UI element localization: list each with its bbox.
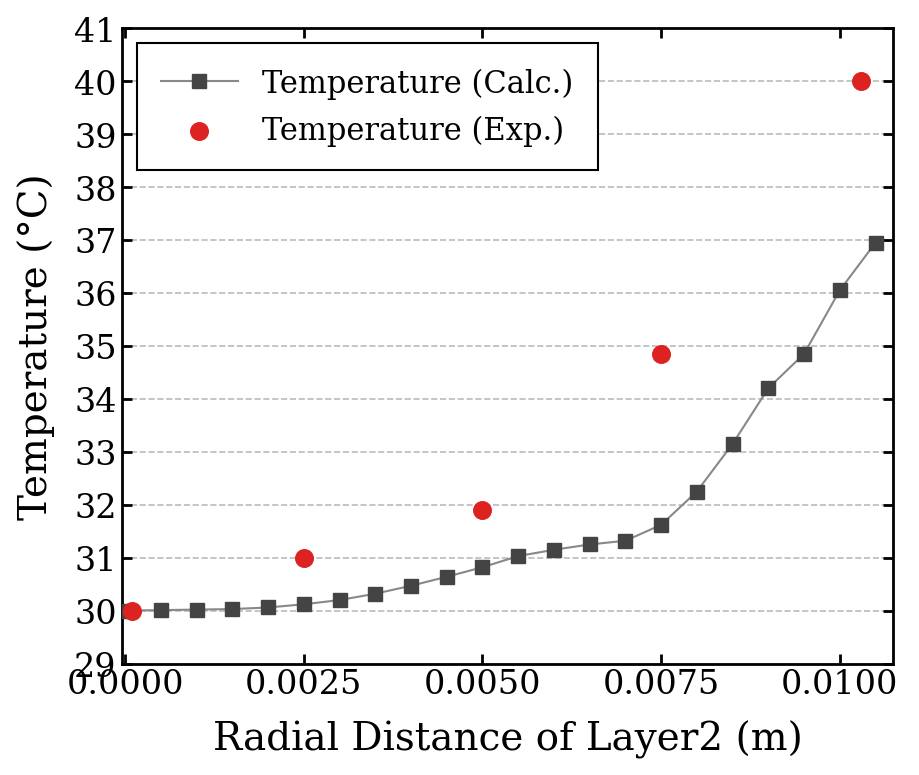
Temperature (Calc.): [834, 286, 845, 295]
Temperature (Calc.): [405, 581, 416, 591]
Temperature (Calc.): [227, 604, 238, 614]
Temperature (Calc.): [477, 563, 488, 572]
Temperature (Calc.): [727, 439, 738, 449]
Temperature (Calc.): [799, 350, 810, 359]
Temperature (Calc.): [155, 606, 166, 615]
Temperature (Calc.): [619, 536, 630, 546]
Temperature (Calc.): [334, 596, 345, 605]
Legend: Temperature (Calc.), Temperature (Exp.): Temperature (Calc.), Temperature (Exp.): [137, 44, 597, 170]
Temperature (Calc.): [263, 603, 274, 612]
Temperature (Calc.): [584, 540, 595, 549]
Temperature (Calc.): [691, 487, 702, 497]
Temperature (Exp.): [296, 552, 311, 564]
Temperature (Exp.): [475, 505, 490, 517]
Temperature (Calc.): [119, 606, 130, 615]
Temperature (Calc.): [369, 589, 380, 598]
Temperature (Calc.): [869, 239, 880, 248]
Temperature (Calc.): [441, 573, 452, 582]
Temperature (Exp.): [854, 76, 868, 88]
Temperature (Calc.): [549, 546, 560, 555]
X-axis label: Radial Distance of Layer2 (m): Radial Distance of Layer2 (m): [212, 720, 802, 759]
Temperature (Exp.): [653, 348, 668, 360]
Temperature (Calc.): [191, 605, 202, 615]
Temperature (Calc.): [655, 521, 666, 530]
Temperature (Exp.): [125, 604, 140, 617]
Temperature (Calc.): [763, 384, 774, 394]
Y-axis label: Temperature (°C): Temperature (°C): [17, 174, 54, 519]
Line: Temperature (Calc.): Temperature (Calc.): [119, 236, 882, 618]
Temperature (Calc.): [298, 600, 309, 609]
Temperature (Calc.): [513, 552, 524, 561]
